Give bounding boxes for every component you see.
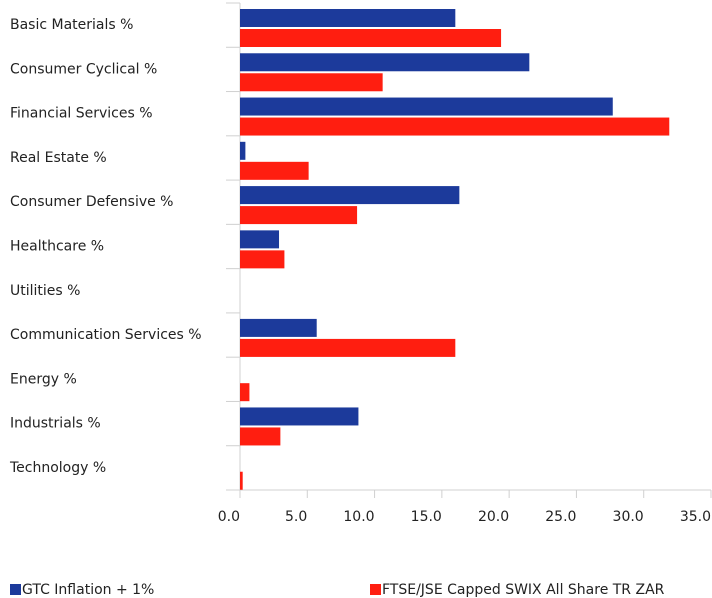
y-tick-label: Basic Materials % (10, 17, 133, 33)
bar (240, 117, 670, 136)
bar (240, 383, 250, 402)
legend-swatch (370, 584, 381, 595)
bar (240, 250, 285, 269)
x-tick-label: 5.0 (285, 509, 307, 525)
y-tick-label: Consumer Cyclical % (10, 61, 157, 77)
y-tick-label: Energy % (10, 371, 77, 387)
bar (240, 471, 243, 490)
bar (240, 141, 246, 160)
legend-swatch (10, 584, 21, 595)
y-tick-label: Real Estate % (10, 150, 107, 166)
x-tick-label: 30.0 (613, 509, 644, 525)
bar (240, 53, 530, 72)
bar (240, 161, 309, 180)
y-tick-label: Industrials % (10, 416, 101, 432)
y-tick-label: Financial Services % (10, 106, 153, 122)
bar (240, 9, 456, 27)
legend-label: FTSE/JSE Capped SWIX All Share TR ZAR (382, 582, 665, 598)
x-tick-label: 0.0 (218, 509, 240, 525)
legend-label: GTC Inflation + 1% (22, 582, 154, 598)
bar (240, 206, 358, 225)
bar (240, 318, 317, 337)
bar (240, 407, 359, 426)
y-tick-label: Healthcare % (10, 239, 104, 255)
y-tick-label: Technology % (9, 460, 106, 476)
bar (240, 338, 456, 357)
bar (240, 97, 613, 116)
bar (240, 230, 280, 249)
x-tick-label: 15.0 (411, 509, 442, 525)
x-tick-label: 10.0 (343, 509, 374, 525)
x-tick-label: 25.0 (545, 509, 576, 525)
y-tick-label: Utilities % (10, 283, 80, 299)
x-tick-label: 35.0 (680, 509, 711, 525)
bar (240, 29, 502, 47)
y-tick-label: Communication Services % (10, 327, 202, 343)
bar (240, 73, 383, 92)
bar (240, 427, 281, 446)
bar (240, 186, 460, 205)
y-tick-label: Consumer Defensive % (10, 194, 173, 210)
x-tick-label: 20.0 (478, 509, 509, 525)
